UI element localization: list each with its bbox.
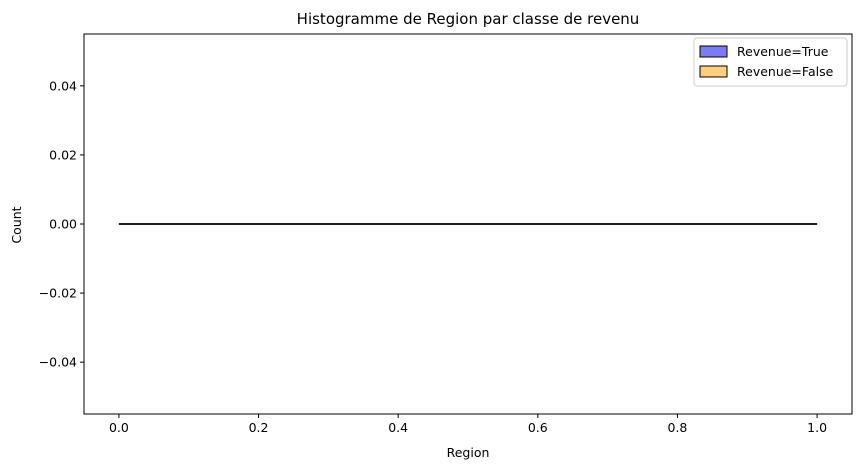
legend-label: Revenue=True — [737, 44, 829, 59]
legend: Revenue=True Revenue=False — [693, 37, 848, 87]
x-tick-label: 0.0 — [109, 420, 129, 435]
x-tick-label: 0.8 — [668, 420, 688, 435]
x-tick-label: 1.0 — [807, 420, 827, 435]
y-tick-label: 0.02 — [49, 147, 77, 162]
legend-swatch — [699, 45, 728, 58]
plot-area: 0.0 0.2 0.4 0.6 0.8 1.0 −0.04 −0.02 0.00 0.02 0.04 — [39, 33, 853, 435]
x-tick-label: 0.6 — [528, 420, 548, 435]
x-axis-label: Region — [447, 445, 490, 460]
x-tick-label: 0.4 — [388, 420, 408, 435]
y-tick-label: −0.04 — [39, 355, 77, 370]
legend-label: Revenue=False — [737, 64, 834, 79]
legend-box — [693, 37, 848, 87]
y-axis-label: Count — [9, 206, 24, 243]
legend-swatch — [699, 65, 728, 78]
y-tick-label: −0.02 — [39, 286, 77, 301]
x-tick-label: 0.2 — [249, 420, 269, 435]
y-tick-label: 0.04 — [49, 78, 77, 93]
chart-title: Histogramme de Region par classe de reve… — [297, 10, 640, 28]
y-tick-label: 0.00 — [49, 217, 77, 232]
